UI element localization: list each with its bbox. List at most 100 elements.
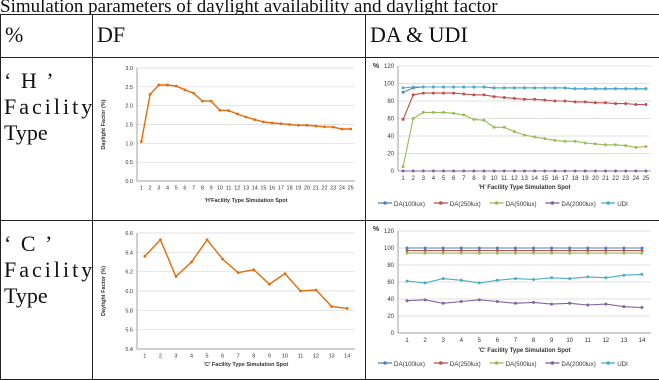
x-tick-label: 17 xyxy=(562,176,569,182)
data-point xyxy=(406,252,409,255)
data-point xyxy=(442,252,445,255)
data-point xyxy=(514,252,517,255)
data-point xyxy=(644,145,647,148)
legend-marker xyxy=(495,201,499,205)
data-point xyxy=(143,255,146,258)
data-point xyxy=(586,252,589,255)
y-tick-label: 1.5 xyxy=(125,123,133,129)
y-axis-title: Daylight Factor (%) xyxy=(101,266,107,316)
data-point xyxy=(227,109,230,112)
row-label-h-line1: ‘ H ’ xyxy=(4,68,92,94)
data-point xyxy=(402,165,405,168)
data-point xyxy=(412,93,415,96)
data-point xyxy=(402,170,405,173)
data-point xyxy=(634,170,637,173)
x-tick-label: 14 xyxy=(252,186,258,192)
x-tick-label: 13 xyxy=(243,186,249,192)
data-point xyxy=(192,92,195,95)
data-point xyxy=(493,86,496,89)
y-tick-label: 120 xyxy=(384,229,395,235)
data-point xyxy=(412,86,415,89)
data-point xyxy=(442,92,445,95)
x-tick-label: 8 xyxy=(532,338,536,344)
data-point xyxy=(543,86,546,89)
legend-label: DA(500lux) xyxy=(506,361,537,368)
x-tick-label: 4 xyxy=(190,354,193,360)
data-point xyxy=(452,86,455,89)
data-point xyxy=(483,170,486,173)
data-point xyxy=(175,275,178,278)
y-tick-label: 6.4 xyxy=(125,250,133,256)
x-tick-label: 21 xyxy=(313,186,319,192)
data-point xyxy=(432,92,435,95)
x-tick-label: 25 xyxy=(348,186,354,192)
x-tick-label: 8 xyxy=(201,186,204,192)
y-tick-label: 80 xyxy=(387,99,394,105)
x-tick-label: 13 xyxy=(621,338,628,344)
data-point xyxy=(604,303,607,306)
data-point xyxy=(245,116,248,119)
data-point xyxy=(634,146,637,149)
data-point xyxy=(523,134,526,137)
top-caption: Simulation parameters of daylight availa… xyxy=(0,0,659,14)
x-tick-label: 2 xyxy=(159,354,162,360)
data-point xyxy=(462,93,465,96)
y-tick-label: 80 xyxy=(387,263,394,269)
x-tick-label: 4 xyxy=(166,186,169,192)
data-point xyxy=(402,91,405,94)
data-point xyxy=(594,170,597,173)
data-point xyxy=(432,111,435,114)
data-point xyxy=(574,170,577,173)
data-point xyxy=(442,86,445,89)
data-point xyxy=(634,87,637,90)
legend-label: UDI xyxy=(617,361,628,368)
x-tick-label: 15 xyxy=(541,176,548,182)
data-point xyxy=(543,170,546,173)
x-tick-label: 20 xyxy=(592,176,599,182)
data-point xyxy=(341,128,344,131)
data-point xyxy=(532,301,535,304)
x-tick-label: 5 xyxy=(206,354,209,360)
data-point xyxy=(503,170,506,173)
legend-label: DA(100lux) xyxy=(394,201,425,208)
data-point xyxy=(175,85,178,88)
y-tick-label: 1.0 xyxy=(125,141,133,147)
data-point xyxy=(412,117,415,120)
y-axis-title: % xyxy=(373,226,380,233)
data-point xyxy=(584,87,587,90)
data-point xyxy=(493,126,496,129)
x-tick-label: 22 xyxy=(321,186,327,192)
data-point xyxy=(622,305,625,308)
data-point xyxy=(271,122,274,125)
x-tick-label: 1 xyxy=(143,354,146,360)
row-label-c-line2: Facility xyxy=(4,257,92,283)
y-tick-label: 5.4 xyxy=(125,347,133,353)
data-point xyxy=(503,96,506,99)
x-tick-label: 5 xyxy=(442,176,446,182)
data-point xyxy=(237,271,240,274)
x-tick-label: 21 xyxy=(602,176,609,182)
data-point xyxy=(236,113,239,116)
data-point xyxy=(614,143,617,146)
data-point xyxy=(218,109,221,112)
series-line xyxy=(145,240,347,309)
data-point xyxy=(553,139,556,142)
x-tick-label: 5 xyxy=(175,186,178,192)
data-point xyxy=(493,95,496,98)
data-point xyxy=(306,124,309,127)
x-tick-label: 22 xyxy=(612,176,619,182)
data-point xyxy=(323,125,326,128)
data-point xyxy=(624,144,627,147)
data-point xyxy=(533,86,536,89)
data-point xyxy=(514,277,517,280)
data-point xyxy=(315,289,318,292)
data-point xyxy=(201,100,204,103)
x-tick-label: 7 xyxy=(237,354,240,360)
legend-marker xyxy=(606,201,610,205)
data-point xyxy=(604,252,607,255)
data-point xyxy=(523,98,526,101)
